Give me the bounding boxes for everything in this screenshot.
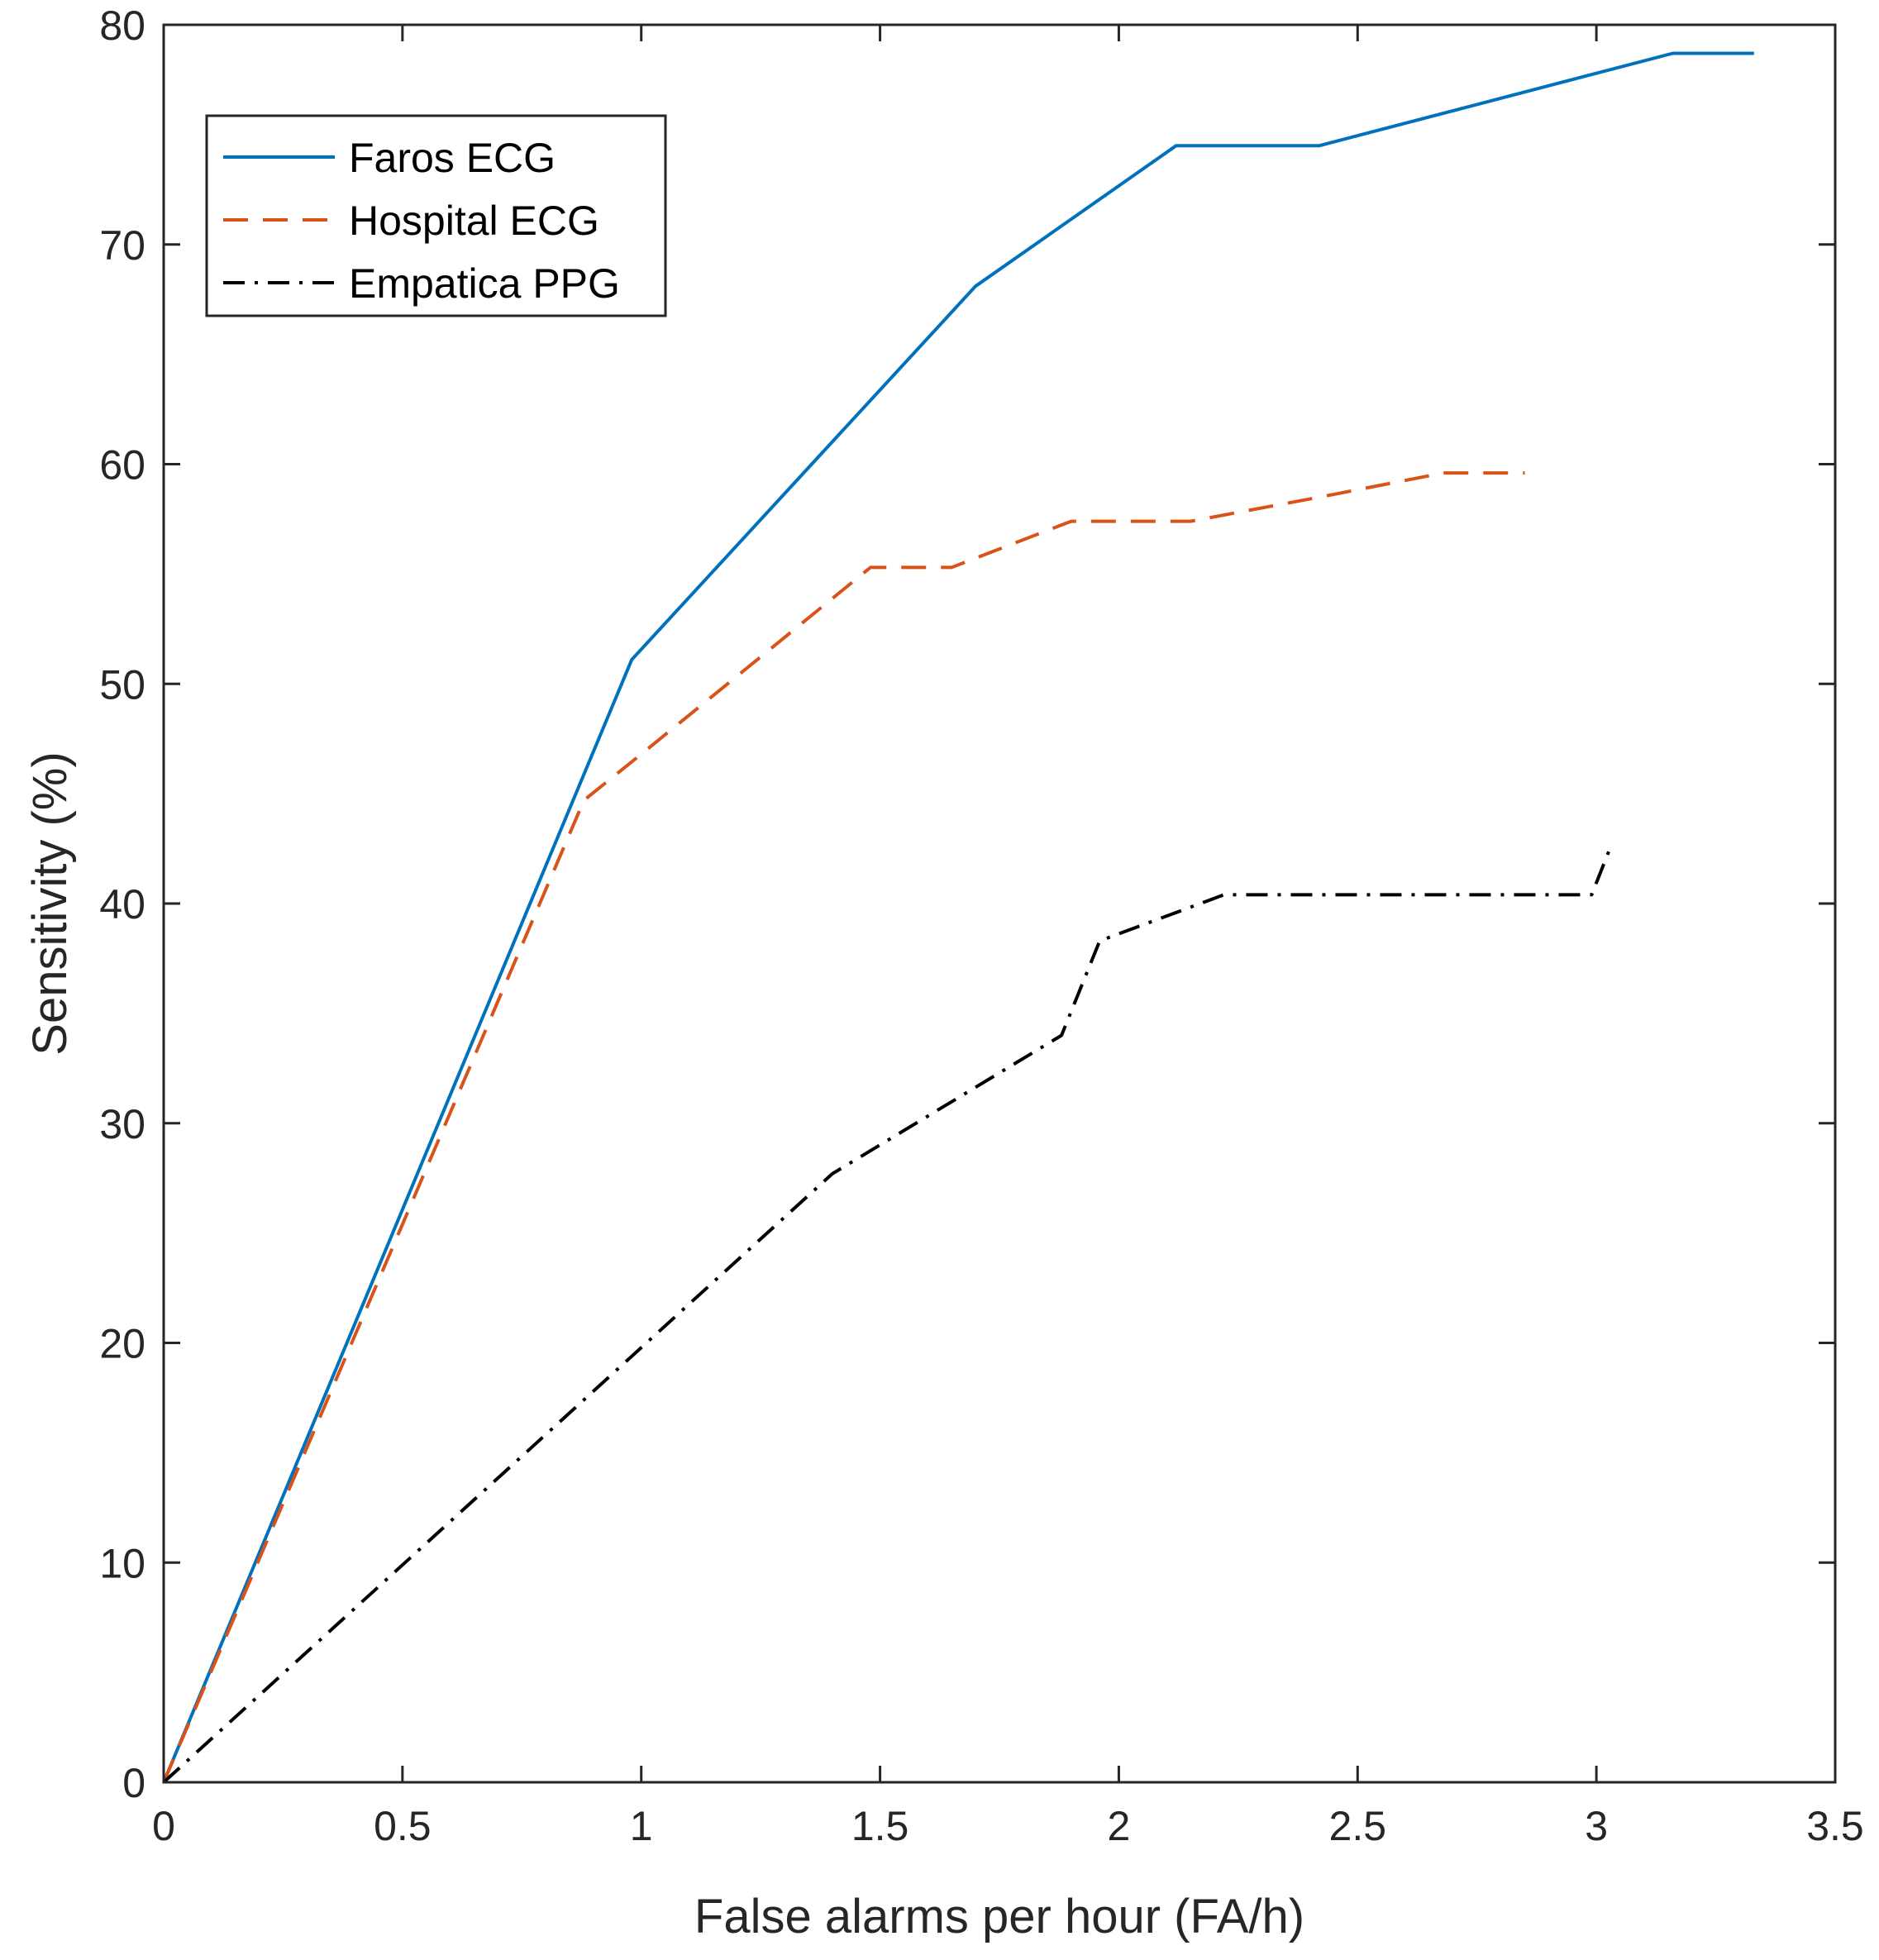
x-axis-label: False alarms per hour (FA/h) [694,1890,1304,1943]
legend-entry-label: Faros ECG [349,135,556,181]
x-tick-label: 0.5 [374,1803,432,1849]
x-tick-label: 2 [1108,1803,1131,1849]
series-line-faros-ecg [162,51,1754,1783]
legend-entry-label: Hospital ECG [349,198,599,244]
axis-ticks [162,23,1837,1784]
legend: Faros ECG Hospital ECG Empatica PPG [205,114,667,317]
y-tick-label: 10 [99,1540,145,1586]
x-tick-label: 3.5 [1806,1803,1864,1849]
x-tick-label: 1 [630,1803,653,1849]
legend-entry-label: Empatica PPG [349,260,620,307]
x-tick-label: 3 [1585,1803,1608,1849]
x-tick-label: 1.5 [851,1803,909,1849]
y-tick-labels: 0 10 20 30 40 50 60 70 80 [99,2,145,1806]
series-line-hospital-ecg [162,471,1525,1783]
x-tick-label: 0 [152,1803,175,1849]
y-tick-label: 60 [99,442,145,489]
y-tick-label: 70 [99,222,145,269]
x-tick-label: 2.5 [1329,1803,1387,1849]
x-tick-labels: 0 0.5 1 1.5 2 2.5 3 3.5 [152,1803,1864,1849]
y-tick-label: 0 [122,1760,145,1806]
series-lines [162,51,1754,1784]
y-axis-label: Sensitivity (%) [23,751,77,1055]
y-tick-label: 30 [99,1101,145,1147]
y-tick-label: 80 [99,2,145,49]
y-tick-label: 20 [99,1321,145,1367]
y-tick-label: 50 [99,661,145,708]
series-line-empatica-ppg [162,846,1613,1784]
y-tick-label: 40 [99,881,145,928]
